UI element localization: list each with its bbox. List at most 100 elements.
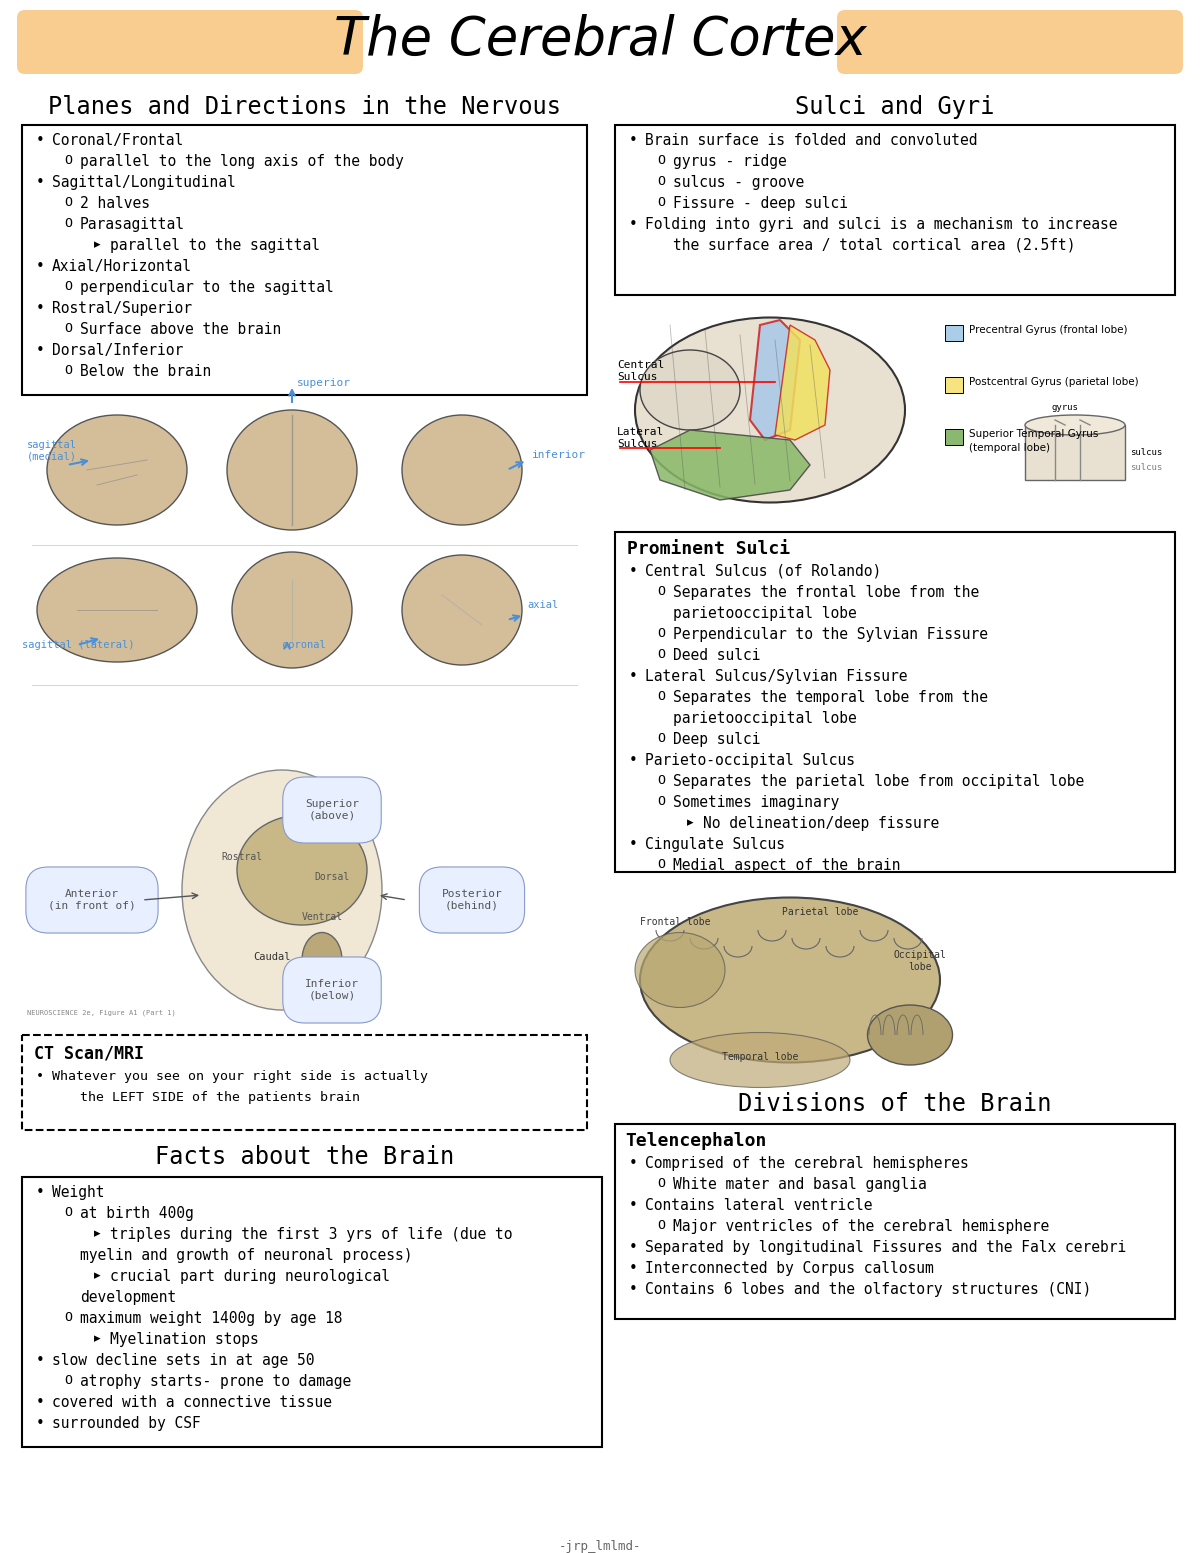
Text: Telencephalon: Telencephalon: [625, 1132, 767, 1151]
Bar: [22, 124, 587, 394]
Text: CT Scan/MRI: CT Scan/MRI: [34, 1045, 144, 1062]
Text: •: •: [629, 1197, 637, 1213]
Text: surrounded by CSF: surrounded by CSF: [52, 1416, 200, 1430]
Text: Deed sulci: Deed sulci: [673, 648, 761, 663]
Text: •: •: [36, 259, 44, 273]
Text: Rostral/Superior: Rostral/Superior: [52, 301, 192, 315]
Text: Below the brain: Below the brain: [80, 363, 211, 379]
Text: ▸: ▸: [94, 238, 101, 252]
Text: Comprised of the cerebral hemispheres: Comprised of the cerebral hemispheres: [646, 1155, 968, 1171]
Text: Contains 6 lobes and the olfactory structures (CNI): Contains 6 lobes and the olfactory struc…: [646, 1281, 1091, 1297]
Text: No delineation/deep fissure: No delineation/deep fissure: [703, 815, 940, 831]
Ellipse shape: [402, 554, 522, 665]
Ellipse shape: [635, 932, 725, 1008]
Text: axial: axial: [527, 599, 558, 610]
FancyBboxPatch shape: [17, 9, 364, 75]
Ellipse shape: [47, 415, 187, 525]
Bar: [946, 377, 964, 393]
Text: covered with a connective tissue: covered with a connective tissue: [52, 1395, 332, 1410]
Text: The Cerebral Cortex: The Cerebral Cortex: [334, 14, 866, 65]
Text: Interconnected by Corpus callosum: Interconnected by Corpus callosum: [646, 1261, 934, 1277]
Text: O: O: [658, 175, 665, 188]
Text: O: O: [64, 196, 72, 210]
Bar: [946, 325, 964, 342]
Text: Divisions of the Brain: Divisions of the Brain: [738, 1092, 1051, 1117]
Text: maximum weight 1400g by age 18: maximum weight 1400g by age 18: [80, 1311, 342, 1326]
Text: •: •: [629, 1261, 637, 1277]
Text: Superior
(above): Superior (above): [305, 800, 359, 822]
Text: •: •: [629, 134, 637, 148]
Text: Planes and Directions in the Nervous: Planes and Directions in the Nervous: [48, 95, 562, 120]
Text: O: O: [658, 795, 665, 808]
Text: Precentral Gyrus (frontal lobe): Precentral Gyrus (frontal lobe): [970, 325, 1128, 335]
Text: the surface area / total cortical area (2.5ft): the surface area / total cortical area (…: [673, 238, 1075, 253]
Text: atrophy starts- prone to damage: atrophy starts- prone to damage: [80, 1374, 352, 1388]
Text: Superior Temporal Gyrus: Superior Temporal Gyrus: [970, 429, 1098, 439]
Text: Temporal lobe: Temporal lobe: [722, 1051, 798, 1062]
Text: •: •: [36, 1353, 44, 1368]
Text: Frontal lobe: Frontal lobe: [640, 916, 710, 927]
Ellipse shape: [238, 815, 367, 926]
Text: •: •: [36, 301, 44, 315]
Text: inferior: inferior: [532, 450, 586, 460]
Text: sulcus - groove: sulcus - groove: [673, 175, 804, 189]
Text: Separates the parietal lobe from occipital lobe: Separates the parietal lobe from occipit…: [673, 773, 1085, 789]
Text: O: O: [658, 585, 665, 598]
Text: parietooccipital lobe: parietooccipital lobe: [673, 711, 857, 725]
Text: Parietal lobe: Parietal lobe: [782, 907, 858, 916]
Text: gyrus - ridge: gyrus - ridge: [673, 154, 787, 169]
Text: Central Sulcus (of Rolando): Central Sulcus (of Rolando): [646, 564, 881, 579]
Text: Medial aspect of the brain: Medial aspect of the brain: [673, 857, 900, 873]
Text: Facts about the Brain: Facts about the Brain: [155, 1145, 454, 1169]
Text: Lateral: Lateral: [617, 427, 665, 436]
Text: Folding into gyri and sulci is a mechanism to increase: Folding into gyri and sulci is a mechani…: [646, 217, 1117, 231]
Text: •: •: [629, 1281, 637, 1297]
Text: sagittal
(medial): sagittal (medial): [28, 439, 77, 461]
Ellipse shape: [670, 1033, 850, 1087]
Text: Sulcus: Sulcus: [617, 373, 658, 382]
Ellipse shape: [1025, 415, 1126, 435]
Text: slow decline sets in at age 50: slow decline sets in at age 50: [52, 1353, 314, 1368]
Ellipse shape: [182, 770, 382, 1009]
Text: O: O: [64, 1374, 72, 1387]
Text: Lateral Sulcus/Sylvian Fissure: Lateral Sulcus/Sylvian Fissure: [646, 669, 907, 683]
Text: O: O: [658, 627, 665, 640]
Text: Deep sulci: Deep sulci: [673, 731, 761, 747]
Bar: [616, 124, 1175, 295]
Text: Rostral: Rostral: [222, 853, 263, 862]
Text: sulcus: sulcus: [1130, 447, 1163, 457]
Text: Myelination stops: Myelination stops: [110, 1332, 259, 1346]
Text: Sulcus: Sulcus: [617, 439, 658, 449]
Text: O: O: [658, 1219, 665, 1232]
Ellipse shape: [37, 558, 197, 662]
Text: Separates the frontal lobe from the: Separates the frontal lobe from the: [673, 585, 979, 599]
Polygon shape: [775, 325, 830, 439]
Text: Central: Central: [617, 360, 665, 370]
Text: O: O: [658, 773, 665, 787]
Text: Perpendicular to the Sylvian Fissure: Perpendicular to the Sylvian Fissure: [673, 627, 988, 641]
Text: O: O: [658, 154, 665, 168]
Bar: [616, 533, 1175, 871]
Text: O: O: [64, 321, 72, 335]
Text: Cingulate Sulcus: Cingulate Sulcus: [646, 837, 785, 853]
Text: sagittal (lateral): sagittal (lateral): [22, 640, 134, 651]
Text: parietooccipital lobe: parietooccipital lobe: [673, 606, 857, 621]
Text: Whatever you see on your right side is actually: Whatever you see on your right side is a…: [52, 1070, 428, 1082]
Text: Major ventricles of the cerebral hemisphere: Major ventricles of the cerebral hemisph…: [673, 1219, 1049, 1235]
Text: O: O: [64, 280, 72, 294]
Text: Sometimes imaginary: Sometimes imaginary: [673, 795, 839, 811]
Text: Prominent Sulci: Prominent Sulci: [628, 540, 790, 558]
Ellipse shape: [232, 551, 352, 668]
Text: O: O: [658, 1177, 665, 1190]
Text: Dorsal: Dorsal: [314, 871, 349, 882]
Text: Caudal: Caudal: [253, 952, 290, 961]
Text: O: O: [64, 154, 72, 168]
Text: 2 halves: 2 halves: [80, 196, 150, 211]
Text: Ventral: Ventral: [301, 912, 342, 922]
Text: Brain surface is folded and convoluted: Brain surface is folded and convoluted: [646, 134, 978, 148]
Text: Contains lateral ventricle: Contains lateral ventricle: [646, 1197, 872, 1213]
Text: •: •: [629, 837, 637, 853]
Text: Anterior
(in front of): Anterior (in front of): [48, 890, 136, 910]
Text: Posterior
(behind): Posterior (behind): [442, 890, 503, 910]
Text: O: O: [64, 1311, 72, 1325]
